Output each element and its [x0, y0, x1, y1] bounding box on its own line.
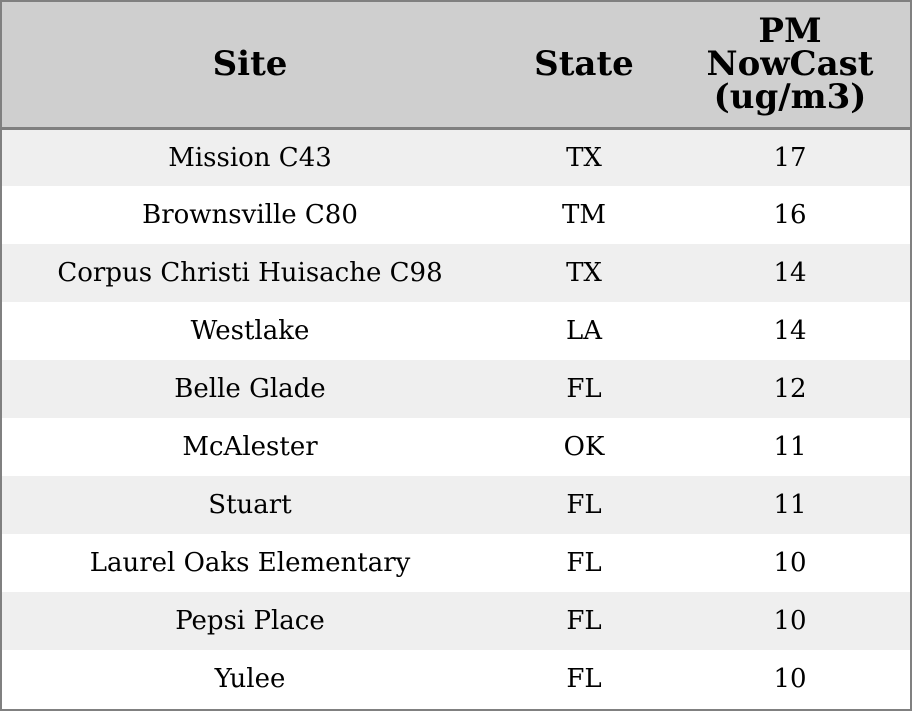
header-pm-line-1: PM — [758, 10, 822, 51]
cell-state: FL — [566, 606, 602, 636]
table-row: Yulee FL 10 — [2, 650, 910, 708]
cell-pm-nowcast: 12 — [773, 374, 807, 404]
cell-state: FL — [566, 548, 602, 578]
cell-pm-nowcast: 14 — [773, 316, 807, 346]
cell-site: Yulee — [214, 664, 286, 694]
header-pm-line-3: (ug/m3) — [713, 76, 867, 117]
cell-pm-nowcast: 14 — [773, 258, 807, 288]
cell-pm-nowcast: 17 — [773, 142, 807, 173]
cell-site: Westlake — [190, 316, 310, 346]
header-state: State — [498, 2, 670, 130]
table-row: Laurel Oaks Elementary FL 10 — [2, 534, 910, 592]
table-row: Brownsville C80 TM 16 — [2, 186, 910, 244]
cell-site: Laurel Oaks Elementary — [89, 548, 411, 578]
cell-state: FL — [566, 664, 602, 694]
cell-site: Mission C43 — [168, 142, 332, 173]
cell-pm-nowcast: 11 — [773, 432, 807, 462]
cell-state: FL — [566, 490, 602, 520]
cell-state: TX — [566, 258, 602, 288]
cell-state: OK — [563, 432, 605, 462]
table-header: Site State PM NowCast (ug/m3) — [2, 2, 910, 130]
table-row: McAlester OK 11 — [2, 418, 910, 476]
cell-site: Pepsi Place — [175, 606, 325, 636]
cell-site: Brownsville C80 — [142, 200, 358, 230]
cell-pm-nowcast: 11 — [773, 490, 807, 520]
header-pm-line-2: NowCast — [706, 43, 874, 84]
table-body: Mission C43 TX 17 Brownsville C80 TM 16 Corpus… — [2, 128, 910, 708]
table-row: Westlake LA 14 — [2, 302, 910, 360]
cell-pm-nowcast: 10 — [773, 606, 807, 636]
header-site: Site — [2, 2, 498, 130]
table-row: Corpus Christi Huisache C98 TX 14 — [2, 244, 910, 302]
cell-site: Stuart — [208, 490, 292, 520]
cell-site: Corpus Christi Huisache C98 — [57, 258, 443, 288]
table-row: Stuart FL 11 — [2, 476, 910, 534]
cell-pm-nowcast: 16 — [773, 200, 807, 230]
table-row: Mission C43 TX 17 — [2, 128, 910, 186]
header-site-label: Site — [212, 43, 288, 84]
cell-pm-nowcast: 10 — [773, 664, 807, 694]
cell-state: FL — [566, 374, 602, 404]
header-pm-nowcast: PM NowCast (ug/m3) — [670, 2, 910, 130]
cell-state: TX — [566, 142, 602, 173]
cell-site: Belle Glade — [174, 374, 326, 404]
header-row: Site State PM NowCast (ug/m3) — [2, 2, 910, 130]
header-state-label: State — [534, 43, 634, 84]
cell-state: TM — [562, 200, 606, 230]
cell-state: LA — [565, 316, 603, 346]
cell-site: McAlester — [182, 432, 318, 462]
cell-pm-nowcast: 10 — [773, 548, 807, 578]
table-row: Belle Glade FL 12 — [2, 360, 910, 418]
table-row: Pepsi Place FL 10 — [2, 592, 910, 650]
